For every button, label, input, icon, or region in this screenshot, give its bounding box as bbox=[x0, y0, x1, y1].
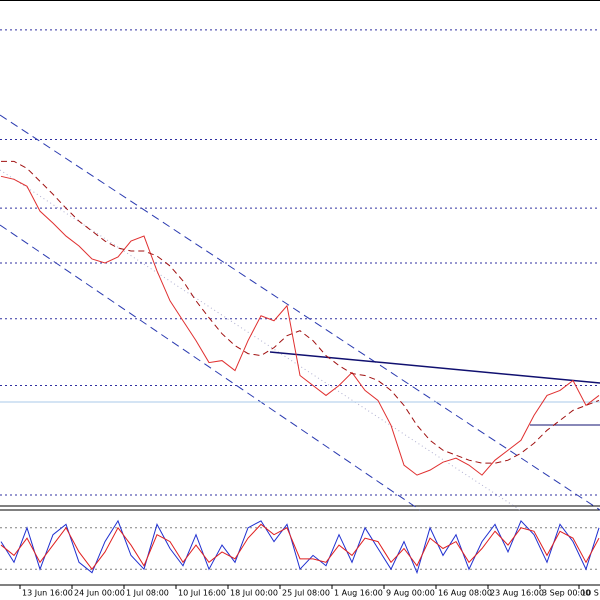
x-tick-label: 10 S bbox=[581, 589, 599, 598]
channel-line bbox=[0, 224, 421, 511]
x-tick-label: 10 Jul 16:00 bbox=[178, 589, 226, 598]
x-tick-label: 1 Aug 16:00 bbox=[334, 589, 383, 598]
x-tick-label: 3 Sep 00:00 bbox=[542, 589, 590, 598]
channel-line bbox=[0, 114, 600, 511]
x-tick-label: 9 Aug 00:00 bbox=[386, 589, 435, 598]
x-tick-label: 24 Jun 00:00 bbox=[74, 589, 125, 598]
x-tick-label: 16 Aug 08:00 bbox=[438, 589, 492, 598]
x-tick-label: 23 Aug 16:00 bbox=[490, 589, 544, 598]
series-line bbox=[0, 523, 600, 571]
series-line bbox=[0, 175, 600, 476]
trend-line bbox=[269, 351, 600, 384]
x-tick-label: 25 Jul 08:00 bbox=[282, 589, 330, 598]
x-tick-label: 1 Jul 08:00 bbox=[126, 589, 169, 598]
series-line bbox=[1, 160, 600, 464]
x-tick-label: 18 Jul 00:00 bbox=[230, 589, 278, 598]
x-tick-label: 13 Jun 16:00 bbox=[22, 589, 73, 598]
series-line bbox=[0, 519, 600, 575]
plot-layer: 13 Jun 16:00 24 Jun 00:00 1 Jul 08:00 10 Ju… bbox=[0, 29, 600, 598]
